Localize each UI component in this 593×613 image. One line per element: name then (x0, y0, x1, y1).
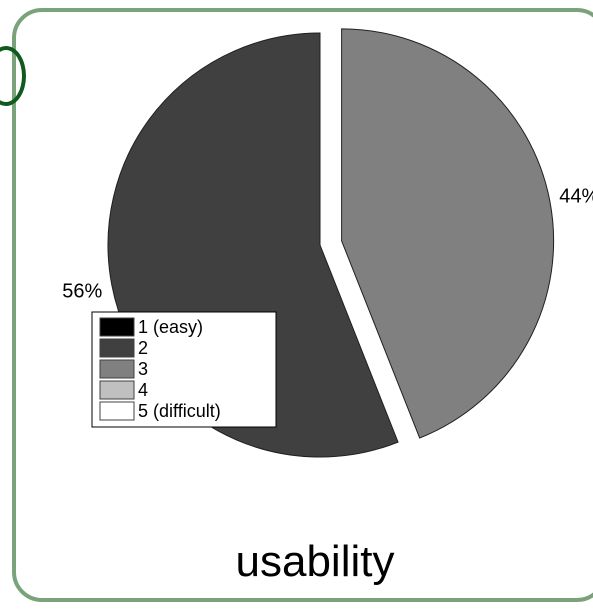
legend-label-1-easy-: 1 (easy) (138, 317, 203, 337)
corner-circle-decoration (0, 46, 26, 106)
legend-swatch-4 (99, 380, 135, 400)
pie-data-labels: 44% 56% (62, 186, 593, 303)
legend-label-4: 4 (138, 380, 148, 400)
data-label-slice-2: 56% (62, 280, 102, 302)
pie-slice-3 (341, 28, 555, 439)
legend-label-3: 3 (138, 359, 148, 379)
legend-label-5-difficult-: 5 (difficult) (138, 401, 221, 421)
legend-swatch-2 (99, 338, 135, 358)
legend-swatch-1-easy- (99, 317, 135, 337)
legend-label-2: 2 (138, 338, 148, 358)
chart-title: usability (235, 537, 395, 586)
data-label-slice-3: 44% (559, 186, 593, 208)
legend-swatch-5-difficult- (99, 401, 135, 421)
legend-swatch-3 (99, 359, 135, 379)
